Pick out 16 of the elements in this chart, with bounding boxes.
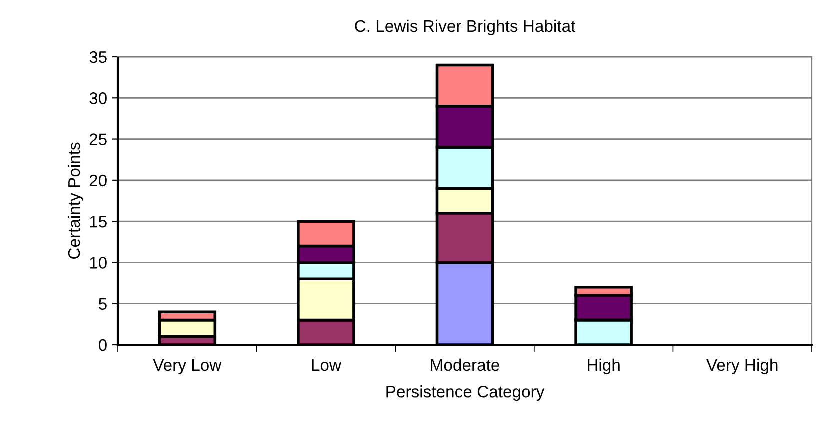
y-tick-label: 35 xyxy=(90,51,107,64)
y-tick-label: 25 xyxy=(90,134,107,146)
y-tick-label: 5 xyxy=(98,298,107,310)
x-tick-label: Very High xyxy=(706,358,778,374)
x-tick-label: Moderate xyxy=(431,358,500,372)
y-tick-label: 15 xyxy=(90,216,107,228)
x-axis-title: Persistence Category xyxy=(386,386,545,402)
chart-title: C. Lewis River Brights Habitat xyxy=(355,20,576,36)
x-tick-label: High xyxy=(588,358,620,374)
y-axis-title: Certainty Points xyxy=(68,142,84,259)
y-tick-label: 20 xyxy=(90,174,107,187)
x-tick-label: Very Low xyxy=(153,360,222,374)
y-tick-label: 30 xyxy=(90,92,107,104)
x-tick-label: Low xyxy=(312,360,342,372)
y-tick-label: 0 xyxy=(98,339,107,352)
y-tick-label: 10 xyxy=(90,257,107,269)
